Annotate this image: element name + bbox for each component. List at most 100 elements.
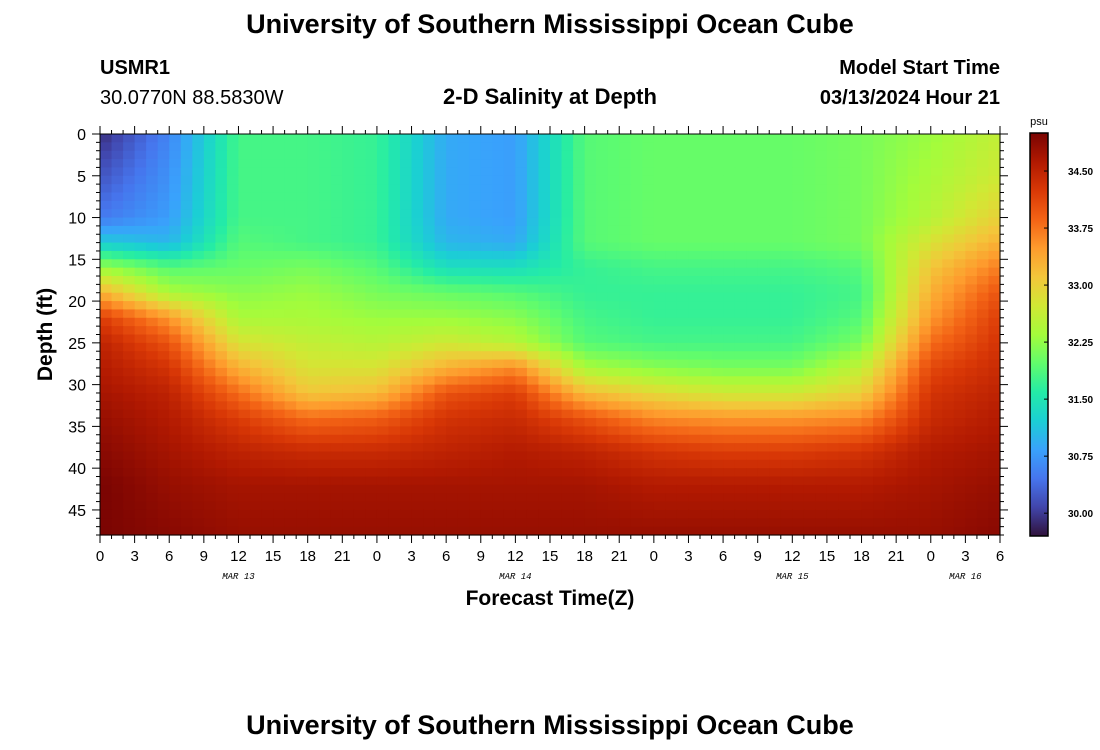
heatmap-cell <box>388 451 401 461</box>
heatmap-cell <box>861 250 874 260</box>
heatmap-cell <box>146 217 159 227</box>
heatmap-cell <box>365 476 378 486</box>
heatmap-cell <box>653 234 666 244</box>
heatmap-cell <box>215 150 228 160</box>
heatmap-cell <box>169 334 182 344</box>
heatmap-cell <box>342 134 355 143</box>
heatmap-cell <box>976 468 990 478</box>
heatmap-cell <box>423 192 436 202</box>
heatmap-cell <box>850 359 863 369</box>
heatmap-cell <box>353 259 366 269</box>
heatmap-cell <box>180 200 193 210</box>
heatmap-cell <box>446 476 459 486</box>
heatmap-cell <box>376 242 390 252</box>
heatmap-cell <box>515 225 528 235</box>
heatmap-cell <box>423 309 436 319</box>
heatmap-cell <box>746 242 759 252</box>
heatmap-cell <box>965 242 978 252</box>
heatmap-cell <box>192 409 205 419</box>
heatmap-cell <box>607 359 620 369</box>
heatmap-cell <box>319 276 332 285</box>
heatmap-cell <box>561 234 574 244</box>
heatmap-cell <box>607 192 620 202</box>
heatmap-cell <box>353 451 366 461</box>
heatmap-cell <box>157 159 170 169</box>
heatmap-cell <box>780 384 793 394</box>
heatmap-cell <box>157 476 170 486</box>
heatmap-cell <box>653 250 666 260</box>
heatmap-cell <box>526 234 540 244</box>
heatmap-cell <box>723 317 736 327</box>
heatmap-cell <box>873 217 886 227</box>
heatmap-cell <box>930 142 943 152</box>
heatmap-cell <box>330 200 343 210</box>
heatmap-cell <box>676 409 690 419</box>
heatmap-cell <box>711 426 724 436</box>
heatmap-cell <box>284 276 297 285</box>
heatmap-cell <box>342 359 355 369</box>
heatmap-cell <box>457 526 470 536</box>
heatmap-cell <box>700 134 713 143</box>
heatmap-cell <box>769 526 782 536</box>
heatmap-cell <box>146 409 159 419</box>
y-tick-label: 25 <box>68 336 86 353</box>
heatmap-cell <box>342 184 355 194</box>
heatmap-cell <box>192 200 205 210</box>
heatmap-cell <box>434 367 447 377</box>
heatmap-cell <box>123 401 136 411</box>
heatmap-cell <box>642 134 655 143</box>
heatmap-cell <box>273 192 286 202</box>
heatmap-cell <box>400 334 413 344</box>
heatmap-cell <box>757 476 770 486</box>
heatmap-cell <box>388 200 401 210</box>
heatmap-cell <box>711 284 724 294</box>
heatmap-cell <box>538 351 551 361</box>
heatmap-cell <box>723 526 736 536</box>
heatmap-cell <box>457 451 470 461</box>
heatmap-cell <box>146 376 159 386</box>
heatmap-cell <box>319 217 332 227</box>
heatmap-cell <box>376 250 390 260</box>
heatmap-cell <box>215 401 228 411</box>
heatmap-cell <box>400 184 413 194</box>
heatmap-cell <box>123 426 136 436</box>
heatmap-cell <box>330 142 343 152</box>
heatmap-cell <box>342 200 355 210</box>
heatmap-cell <box>123 367 136 377</box>
heatmap-cell <box>273 142 286 152</box>
heatmap-cell <box>700 501 713 511</box>
heatmap-cell <box>192 150 205 160</box>
heatmap-cell <box>411 476 424 486</box>
heatmap-cell <box>250 484 263 494</box>
heatmap-cell <box>365 459 378 469</box>
heatmap-cell <box>238 459 251 469</box>
heatmap-cell <box>734 317 747 327</box>
x-tick-label: 18 <box>299 548 316 565</box>
heatmap-cell <box>584 501 597 511</box>
heatmap-cell <box>111 342 124 352</box>
heatmap-cell <box>180 167 193 177</box>
heatmap-cell <box>192 276 205 285</box>
heatmap-cell <box>976 367 990 377</box>
heatmap-cell <box>653 384 666 394</box>
heatmap-cell <box>319 484 332 494</box>
heatmap-cell <box>861 509 874 519</box>
heatmap-cell <box>561 518 574 528</box>
heatmap-cell <box>757 426 770 436</box>
heatmap-cell <box>446 142 459 152</box>
heatmap-cell <box>676 334 690 344</box>
heatmap-cell <box>700 317 713 327</box>
heatmap-cell <box>376 501 390 511</box>
heatmap-cell <box>630 367 643 377</box>
heatmap-cell <box>873 284 886 294</box>
heatmap-cell <box>203 284 216 294</box>
heatmap-cell <box>607 351 620 361</box>
heatmap-cell <box>134 150 147 160</box>
heatmap-cell <box>965 209 978 219</box>
heatmap-cell <box>642 459 655 469</box>
heatmap-cell <box>850 426 863 436</box>
heatmap-cell <box>330 401 343 411</box>
heatmap-cell <box>203 367 216 377</box>
heatmap-cell <box>100 217 113 227</box>
heatmap-cell <box>388 418 401 427</box>
